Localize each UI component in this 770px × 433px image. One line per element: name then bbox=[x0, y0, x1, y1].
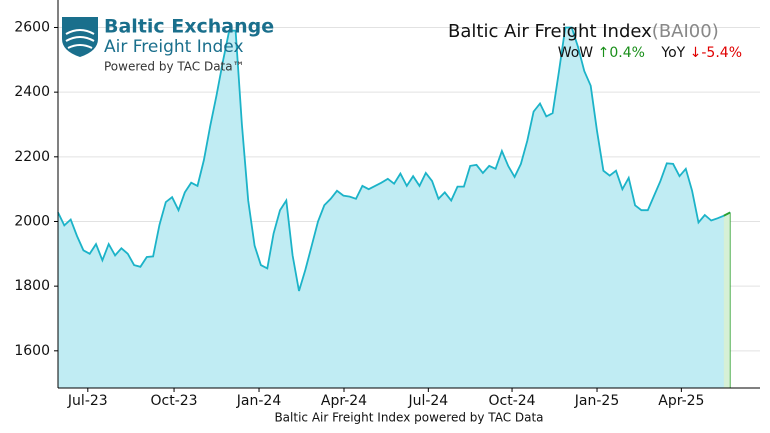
y-tick-label: 2400 bbox=[14, 84, 50, 100]
area-fill bbox=[58, 27, 731, 388]
yoy-value: ↓-5.4% bbox=[690, 45, 742, 61]
last-segment bbox=[723, 211, 731, 217]
line bbox=[57, 26, 731, 292]
title-text: Baltic Air Freight Index bbox=[448, 21, 652, 42]
change-stats: WoW ↑0.4% YoY ↓-5.4% bbox=[558, 45, 742, 61]
y-tick-label: 2600 bbox=[14, 19, 50, 35]
x-tick-label: Oct-24 bbox=[489, 393, 536, 409]
logo-brand: Baltic Exchange bbox=[104, 16, 274, 38]
yoy-label: YoY bbox=[660, 45, 685, 61]
y-tick-label: 1800 bbox=[14, 278, 50, 294]
x-tick-label: Apr-25 bbox=[658, 393, 704, 409]
x-tick-label: Jul-23 bbox=[67, 393, 108, 409]
x-tick-label: Jul-24 bbox=[407, 393, 448, 409]
chart-title: Baltic Air Freight Index(BAI00) bbox=[448, 21, 719, 42]
y-tick-label: 2200 bbox=[14, 149, 50, 165]
plot-area: 1600 1800 2000 2200 2400 2600 Jul-23 Oct-23 Jan-… bbox=[14, 0, 760, 409]
logo-product: Air Freight Index bbox=[104, 37, 244, 57]
y-tick-label: 2000 bbox=[14, 213, 50, 229]
x-tick-label: Apr-24 bbox=[321, 393, 367, 409]
y-tick-label: 1600 bbox=[14, 343, 50, 359]
x-axis-label: Baltic Air Freight Index powered by TAC … bbox=[274, 411, 543, 425]
x-tick-label: Jan-25 bbox=[574, 393, 619, 409]
wow-value: ↑0.4% bbox=[598, 45, 645, 61]
logo: Baltic Exchange Air Freight Index Powere… bbox=[62, 16, 274, 74]
title-code: (BAI00) bbox=[652, 21, 719, 42]
logo-waves bbox=[65, 29, 95, 49]
wow-label: WoW bbox=[558, 45, 594, 61]
x-tick-label: Oct-23 bbox=[151, 393, 198, 409]
logo-powered: Powered by TAC Data™ bbox=[104, 60, 245, 74]
last-area-fill bbox=[723, 212, 731, 388]
x-tick-label: Jan-24 bbox=[236, 393, 282, 409]
